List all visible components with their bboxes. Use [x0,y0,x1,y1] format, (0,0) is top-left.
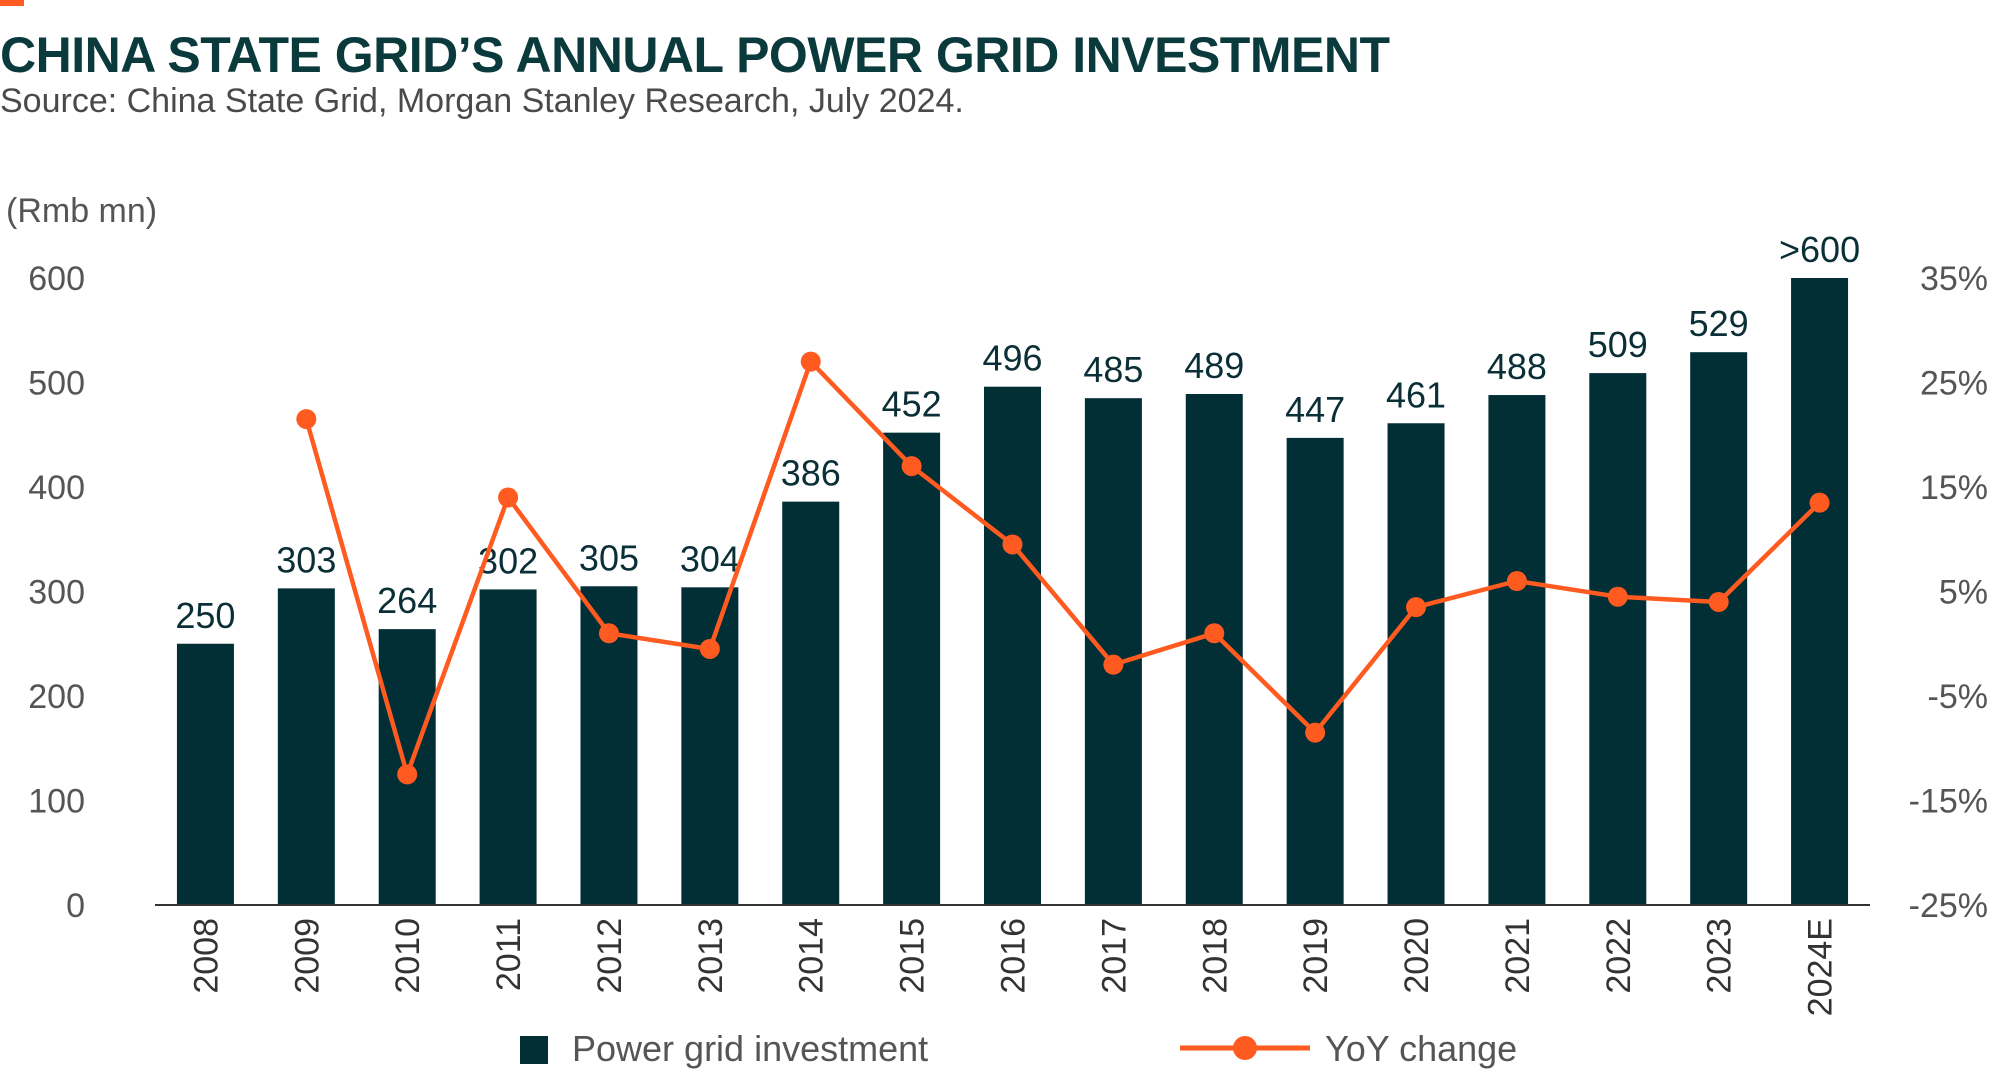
y2-tick-label: 5% [1939,574,1988,612]
accent-bar [0,0,24,6]
y-tick-label: 300 [28,574,85,612]
bar-value-label: 529 [1689,303,1749,344]
bar-value-label: 461 [1386,374,1446,415]
bar [1084,398,1142,905]
y2-tick-label: 25% [1920,365,1988,403]
yoy-point [699,638,720,659]
bar-value-label: >600 [1779,229,1860,270]
yoy-point [296,409,317,430]
bar-value-label: 488 [1487,346,1547,387]
yoy-point [1708,591,1729,612]
bar-value-label: 386 [781,453,841,494]
y-tick-label: 500 [28,365,85,403]
chart-subtitle: Source: China State Grid, Morgan Stanley… [0,82,964,120]
bar [277,588,335,905]
yoy-point [1809,492,1830,513]
bar-value-label: 509 [1588,324,1648,365]
bar-value-label: 447 [1285,389,1345,430]
yoy-point [1406,597,1427,618]
bar-value-label: 485 [1083,349,1143,390]
bar [883,432,941,905]
yoy-point [397,764,418,785]
bar-value-label: 264 [377,580,437,621]
x-tick-label: 2020 [1398,918,1436,994]
bar [1286,437,1344,905]
bar [1690,352,1748,905]
y-tick-label: 400 [28,469,85,507]
x-tick-label: 2013 [692,918,730,994]
bar-value-label: 489 [1184,345,1244,386]
y-tick-label: 100 [28,783,85,821]
y2-tick-label: 15% [1920,469,1988,507]
bar [1589,373,1647,906]
bar [479,589,537,905]
legend: Power grid investment YoY change [520,1028,1517,1069]
bar-value-label: 304 [680,538,740,579]
y-axis-unit-label: (Rmb mn) [6,192,157,230]
yoy-point [1305,722,1326,743]
right-axis-ticks: -25% -15% -5% 5% 15% 25% 35% [1909,260,1988,925]
bar-value-label: 496 [982,338,1042,379]
y-tick-label: 600 [28,260,85,298]
x-axis-ticks: 2008 2009 2010 2011 2012 2013 2014 2015 2016 2017… [187,918,1839,1016]
bar [1387,423,1445,905]
x-tick-label: 2014 [793,918,831,994]
chart-title: CHINA STATE GRID’S ANNUAL POWER GRID INV… [0,27,1390,83]
yoy-point [800,351,821,372]
x-tick-label: 2010 [389,918,427,994]
legend-swatch-bar [520,1036,548,1064]
x-tick-label: 2017 [1095,918,1133,994]
yoy-line [304,359,1822,777]
x-tick-label: 2018 [1196,918,1234,994]
legend-label-line: YoY change [1325,1028,1517,1069]
y2-tick-label: -25% [1909,887,1988,925]
y2-tick-label: -15% [1909,783,1988,821]
yoy-point [901,456,922,477]
yoy-point [1607,586,1628,607]
x-tick-label: 2016 [995,918,1033,994]
yoy-point [1002,534,1023,555]
yoy-point [498,487,519,508]
y2-tick-label: -5% [1928,678,1988,716]
bar [1791,278,1849,905]
x-tick-label: 2022 [1600,918,1638,994]
bar [1185,393,1243,905]
x-tick-label: 2021 [1499,918,1537,994]
left-axis-ticks: 0 100 200 300 400 500 600 [28,260,85,925]
bar-value-label: 250 [175,595,235,636]
bar [176,643,234,905]
bar [984,386,1041,905]
yoy-point [1103,654,1124,675]
bar [681,587,739,905]
bar-value-label: 303 [276,539,336,580]
y2-tick-label: 35% [1920,260,1988,298]
yoy-point [1506,571,1527,592]
legend-label-bar: Power grid investment [572,1028,928,1069]
bar-value-label: 452 [882,384,942,425]
bar [782,501,840,905]
bar-value-label: 305 [579,537,639,578]
x-tick-label: 2024E [1802,918,1840,1016]
x-tick-label: 2009 [288,918,326,994]
x-tick-label: 2012 [591,918,629,994]
bar [1488,395,1546,905]
yoy-point [1204,623,1225,644]
x-tick-label: 2008 [187,918,225,994]
x-tick-label: 2023 [1701,918,1739,994]
legend-swatch-marker [1233,1036,1257,1060]
yoy-line-series [296,351,1830,785]
x-tick-label: 2019 [1297,918,1335,994]
y-tick-label: 200 [28,678,85,716]
x-tick-label: 2015 [894,918,932,994]
x-tick-label: 2011 [490,918,528,991]
y-tick-label: 0 [66,887,85,925]
yoy-point [598,623,619,644]
